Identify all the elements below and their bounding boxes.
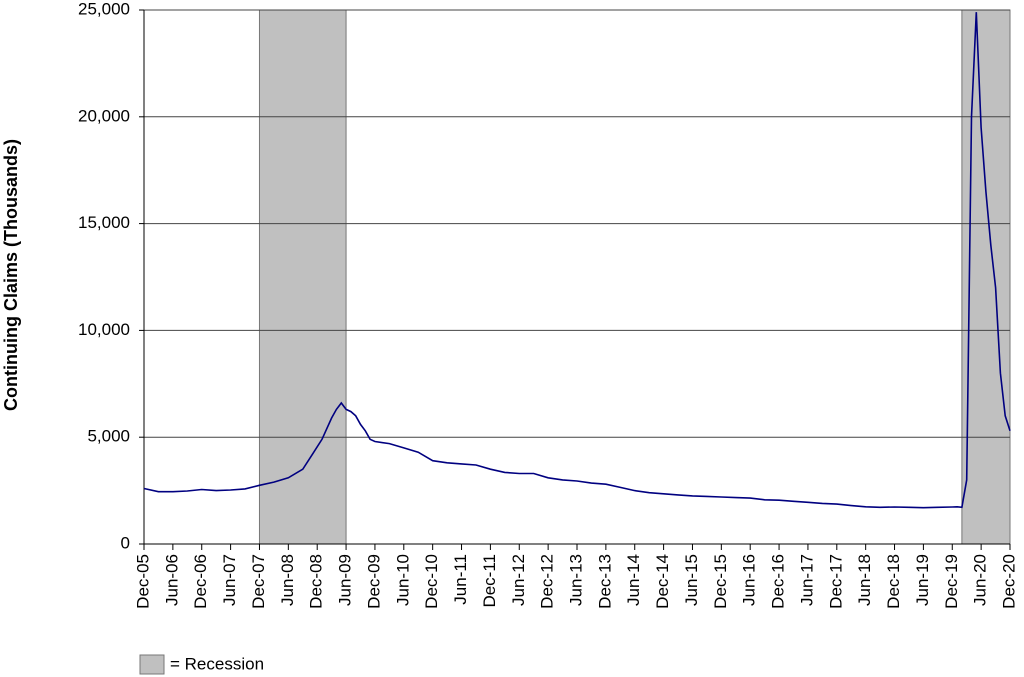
x-tick-label: Jun-10 <box>393 554 412 606</box>
x-tick-label: Dec-18 <box>884 554 903 609</box>
x-tick-label: Dec-16 <box>769 554 788 609</box>
x-tick-label: Jun-17 <box>797 554 816 606</box>
x-tick-label: Dec-07 <box>249 554 268 609</box>
y-tick-label: 5,000 <box>87 427 130 446</box>
x-tick-label: Dec-11 <box>480 554 499 608</box>
x-tick-label: Jun-14 <box>624 554 643 606</box>
x-tick-label: Dec-14 <box>653 554 672 609</box>
x-tick-label: Jun-11 <box>451 554 470 605</box>
legend-swatch <box>139 654 165 675</box>
x-tick-label: Dec-12 <box>538 554 557 609</box>
x-tick-label: Jun-08 <box>278 554 297 606</box>
x-tick-label: Jun-13 <box>566 554 585 606</box>
legend-label: = Recession <box>170 654 264 673</box>
data-line <box>143 12 1011 509</box>
x-tick-label: Dec-09 <box>364 554 383 609</box>
y-tick-label: 15,000 <box>78 213 130 232</box>
x-tick-label: Dec-05 <box>133 554 152 609</box>
x-tick-label: Dec-13 <box>595 554 614 609</box>
x-tick-label: Jun-12 <box>509 554 528 606</box>
y-tick-label: 0 <box>121 533 130 552</box>
y-tick-label: 10,000 <box>78 320 130 339</box>
x-tick-label: Jun-19 <box>913 554 932 606</box>
x-tick-label: Jun-16 <box>740 554 759 606</box>
x-tick-label: Dec-19 <box>942 554 961 609</box>
x-tick-label: Dec-17 <box>826 554 845 609</box>
x-tick-label: Jun-15 <box>682 554 701 606</box>
x-tick-label: Dec-20 <box>999 554 1018 609</box>
y-axis-label: Continuing Claims (Thousands) <box>1 139 21 411</box>
x-tick-label: Dec-10 <box>422 554 441 609</box>
x-tick-label: Dec-08 <box>307 554 326 609</box>
x-tick-label: Jun-06 <box>162 554 181 606</box>
x-tick-label: Jun-09 <box>336 554 355 606</box>
y-tick-label: 25,000 <box>78 0 130 18</box>
recession-band <box>258 9 347 545</box>
x-tick-label: Jun-18 <box>855 554 874 606</box>
x-tick-label: Jun-07 <box>220 554 239 606</box>
x-tick-label: Jun-20 <box>971 554 990 606</box>
x-tick-label: Dec-15 <box>711 554 730 609</box>
y-tick-label: 20,000 <box>78 106 130 125</box>
x-tick-label: Dec-06 <box>191 554 210 609</box>
